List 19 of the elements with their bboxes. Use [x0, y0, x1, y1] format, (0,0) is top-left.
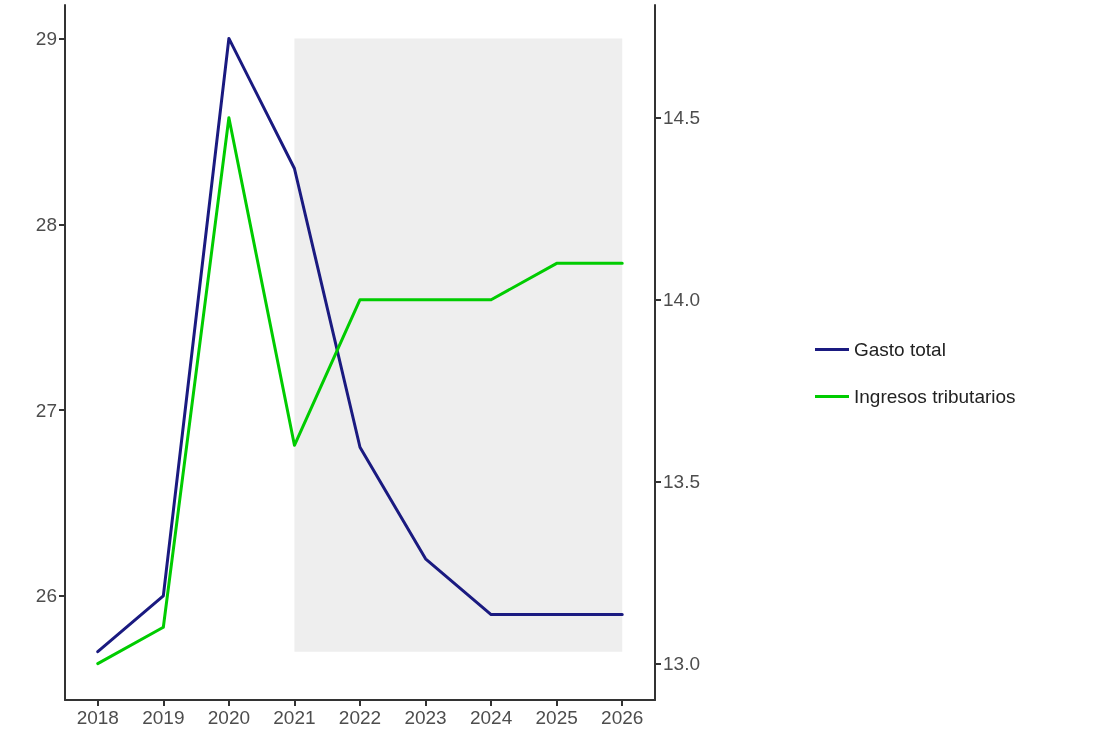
y-tick-label: 29 — [35, 27, 57, 49]
legend-label: Ingresos tributarios — [854, 386, 1016, 407]
x-tick-label: 2020 — [207, 707, 251, 728]
y-tick-label: 26 — [35, 585, 57, 607]
x-tick-label: 2026 — [601, 707, 644, 728]
y2-tick-label: 14.5 — [663, 107, 700, 129]
x-tick-label: 2021 — [273, 707, 316, 728]
y2-tick-label: 13.5 — [663, 471, 700, 493]
y2-tick-label: 14.0 — [663, 289, 700, 311]
x-tick-label: 2022 — [338, 707, 382, 728]
y-tick-label: 28 — [35, 213, 57, 235]
x-tick-label: 2024 — [469, 707, 513, 728]
y2-tick-label: 13.0 — [663, 653, 700, 675]
x-tick-label: 2023 — [404, 707, 447, 728]
x-tick-label: 2025 — [535, 707, 578, 728]
x-tick-label: 2018 — [76, 707, 119, 728]
y-tick-label: 27 — [35, 399, 57, 421]
legend-label: Gasto total — [854, 339, 946, 360]
x-tick-label: 2019 — [142, 707, 185, 728]
